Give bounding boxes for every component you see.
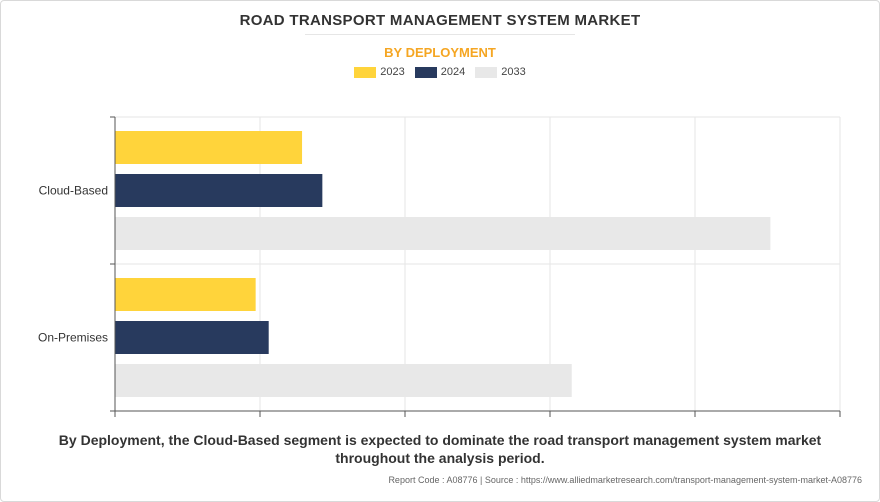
bar-cloud-based-2024 [115, 174, 323, 207]
legend-swatch-2023 [354, 66, 377, 78]
bar-on-premises-2023 [115, 278, 256, 311]
bar-cloud-based-2023 [115, 131, 303, 164]
bar-on-premises-2033 [115, 364, 572, 397]
bar-on-premises-2024 [115, 321, 269, 354]
legend-label-2033: 2033 [501, 66, 526, 78]
legend-swatch-2033 [475, 66, 498, 78]
legend-label-2024: 2024 [440, 66, 466, 78]
chart-caption: By Deployment, the Cloud-Based segment i… [58, 432, 822, 466]
legend-item-2033[interactable]: 2033 [475, 66, 526, 78]
category-label: On-Premises [38, 331, 108, 345]
legend: 2023 2024 2033 [0, 66, 880, 78]
legend-swatch-2024 [414, 66, 437, 78]
title-divider [305, 34, 575, 35]
legend-item-2024[interactable]: 2024 [414, 66, 466, 78]
source-footer: Report Code : A08776 | Source : https://… [388, 475, 862, 485]
legend-label-2023: 2023 [380, 66, 405, 78]
bar-cloud-based-2033 [115, 217, 771, 250]
category-label: Cloud-Based [39, 184, 108, 198]
chart-title: ROAD TRANSPORT MANAGEMENT SYSTEM MARKET [239, 12, 641, 29]
legend-item-2023[interactable]: 2023 [354, 66, 405, 78]
chart-subtitle: BY DEPLOYMENT [384, 45, 496, 60]
